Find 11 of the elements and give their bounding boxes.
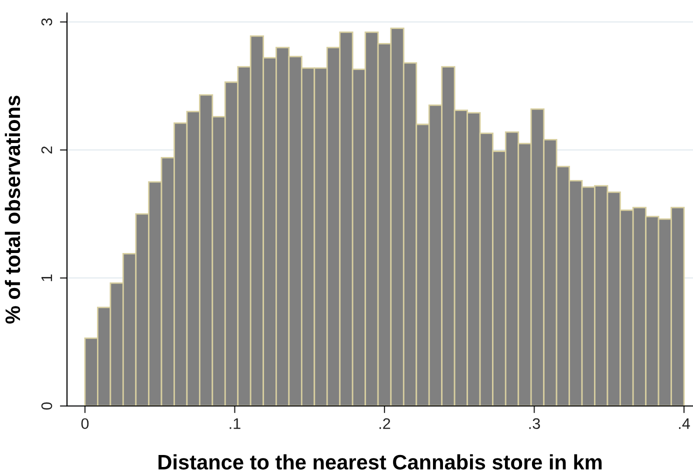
y-tick-label: 0 xyxy=(41,402,52,410)
y-tick-label: 3 xyxy=(41,18,52,26)
y-axis-title: % of total observations xyxy=(4,96,20,324)
x-tick-label: .4 xyxy=(679,418,690,429)
x-axis-title: Distance to the nearest Cannabis store in km xyxy=(158,454,602,470)
y-tick-label: 1 xyxy=(42,274,52,282)
x-tick-label: .3 xyxy=(529,418,540,430)
y-tick-label: 2 xyxy=(41,146,52,154)
x-tick-label: .2 xyxy=(380,418,390,429)
x-tick-label: .1 xyxy=(230,418,240,429)
x-tick-label: 0 xyxy=(81,418,89,430)
